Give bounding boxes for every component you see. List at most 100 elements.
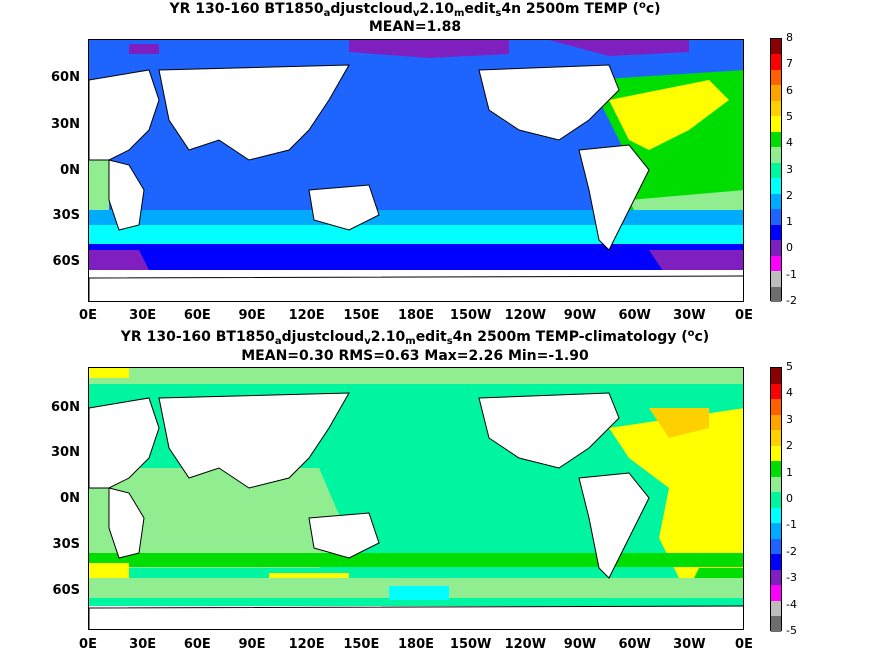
panel1-lon-label: 60E <box>183 308 211 323</box>
panel2-colorbar-segment <box>771 569 781 586</box>
panel2-colorbar-segment <box>771 414 781 431</box>
panel1-lon-label: 180E <box>397 308 435 323</box>
panel2-colorbar-segment <box>771 523 781 539</box>
panel1-lat-label: 30S <box>52 208 80 223</box>
panel1-colorbar-label: 7 <box>786 57 793 71</box>
panel2-lon-label: 150E <box>343 637 380 652</box>
panel1-lon-label: 120E <box>288 308 325 323</box>
panel2-lat-label: 30N <box>51 445 80 460</box>
panel2-colorbar-segment <box>771 507 781 524</box>
panel2-lon-label: 90W <box>563 637 597 652</box>
panel1-lon-label: 90E <box>238 308 266 323</box>
panel2-lon-label: 0E <box>79 637 97 652</box>
panel1-colorbar-label: -1 <box>786 267 797 281</box>
panel1-lon-label: 120W <box>504 308 547 323</box>
panel2-lat-label: 0N <box>60 491 80 506</box>
panel1-lat-label: 60S <box>52 254 80 269</box>
panel2-colorbar-segment <box>771 554 781 570</box>
panel1-lat-label: 30N <box>51 117 80 132</box>
panel1-lon-label: 30E <box>129 308 157 323</box>
panel2-lon-label: 150W <box>449 637 492 652</box>
panel2-colorbar-segment <box>771 492 781 508</box>
panel2-colorbar-label: 1 <box>786 465 793 479</box>
panel1-lon-label: 150E <box>343 308 380 323</box>
panel1-colorbar-segment <box>771 100 781 117</box>
panel1-colorbar-label: 5 <box>786 109 793 123</box>
panel2-lat-label: 60S <box>52 583 80 598</box>
panel2-lat-label: 60N <box>51 400 80 415</box>
panel1-map-field <box>89 40 743 301</box>
panel1-colorbar-segment <box>771 39 781 55</box>
panel2-map-field <box>89 368 743 629</box>
panel2-colorbar-segment <box>771 445 781 462</box>
panel2-colorbar-segment <box>771 368 781 384</box>
panel2-lon-label: 180E <box>397 637 435 652</box>
panel2-colorbar-segment <box>771 538 781 555</box>
panel1-colorbar-segment <box>771 271 781 287</box>
panel1-colorbar-segment <box>771 69 781 86</box>
panel1-colorbar-label: 1 <box>786 215 793 229</box>
panel2-colorbar-label: -1 <box>786 518 797 532</box>
panel1-colorbar-label: 0 <box>786 241 793 255</box>
panel2-colorbar-label: 4 <box>786 386 793 400</box>
panel2-colorbar-label: 2 <box>786 439 793 453</box>
panel1-lon-label: 30W <box>673 308 706 323</box>
panel1-colorbar-segment <box>771 193 781 210</box>
panel1-colorbar-label: 2 <box>786 188 793 202</box>
panel1-colorbar-label: 6 <box>786 83 793 97</box>
panel2-lon-label: 120E <box>288 637 325 652</box>
panel2-title: YR 130-160 BT1850adjustcloudv2.10medits4… <box>120 328 710 347</box>
panel2-colorbar <box>770 367 782 632</box>
panel1-lon-label: 90W <box>563 308 597 323</box>
panel1-colorbar-segment <box>771 240 781 256</box>
panel1-colorbar-segment <box>771 131 781 148</box>
panel2-colorbar-label: 0 <box>786 492 793 505</box>
panel2-lon-label: 0E <box>735 637 753 652</box>
panel1-lon-label: 0E <box>735 308 753 323</box>
panel1-lon-label: 150W <box>449 308 492 323</box>
panel1-colorbar-segment <box>771 178 781 194</box>
panel2-colorbar-label: -3 <box>786 571 797 585</box>
panel2-colorbar-segment <box>771 600 781 617</box>
panel2-colorbar-segment <box>771 430 781 446</box>
panel1-colorbar-segment <box>771 116 781 132</box>
panel1-colorbar-label: 4 <box>786 136 793 150</box>
panel1-colorbar-label: -2 <box>786 294 797 307</box>
panel1-colorbar-label: 8 <box>786 31 793 44</box>
panel1-colorbar-segment <box>771 147 781 163</box>
panel2-colorbar-segment <box>771 585 781 601</box>
panel1-colorbar-segment <box>771 85 781 101</box>
panel2-lat-label: 30S <box>52 537 80 552</box>
panel1-lon-label: 0E <box>79 308 97 323</box>
panel1-lon-label: 60W <box>618 308 651 323</box>
panel2-lon-label: 30E <box>129 637 157 652</box>
panel2-lon-label: 30W <box>673 637 706 652</box>
panel2-colorbar-label: -5 <box>786 624 797 637</box>
panel2-colorbar-segment <box>771 476 781 493</box>
panel2-lon-label: 60W <box>618 637 651 652</box>
panel2-colorbar-label: -2 <box>786 544 797 558</box>
panel2-colorbar-label: 5 <box>786 360 793 373</box>
panel1-lat-label: 0N <box>60 163 80 178</box>
panel1-colorbar-segment <box>771 162 781 179</box>
panel2-colorbar-label: -4 <box>786 597 797 611</box>
panel2-lon-label: 120W <box>504 637 547 652</box>
panel1-map <box>88 39 744 302</box>
panel2-lon-label: 90E <box>238 637 266 652</box>
panel1-colorbar-label: 3 <box>786 162 793 176</box>
panel1-subtitle: MEAN=1.88 <box>368 19 462 35</box>
panel1-colorbar-segment <box>771 54 781 70</box>
panel1-colorbar-segment <box>771 286 781 302</box>
panel2-colorbar-segment <box>771 616 781 632</box>
panel2-colorbar-segment <box>771 383 781 400</box>
panel2-subtitle: MEAN=0.30 RMS=0.63 Max=2.26 Min=-1.90 <box>241 348 589 364</box>
panel2-colorbar-segment <box>771 399 781 415</box>
panel2-colorbar-label: 3 <box>786 412 793 426</box>
panel1-colorbar-segment <box>771 255 781 272</box>
panel2-colorbar-segment <box>771 461 781 477</box>
panel1-colorbar <box>770 38 782 302</box>
panel1-title: YR 130-160 BT1850adjustcloudv2.10medits4… <box>169 0 661 19</box>
panel2-lon-label: 60E <box>183 637 211 652</box>
panel1-lat-label: 60N <box>51 70 80 85</box>
panel1-colorbar-segment <box>771 224 781 241</box>
